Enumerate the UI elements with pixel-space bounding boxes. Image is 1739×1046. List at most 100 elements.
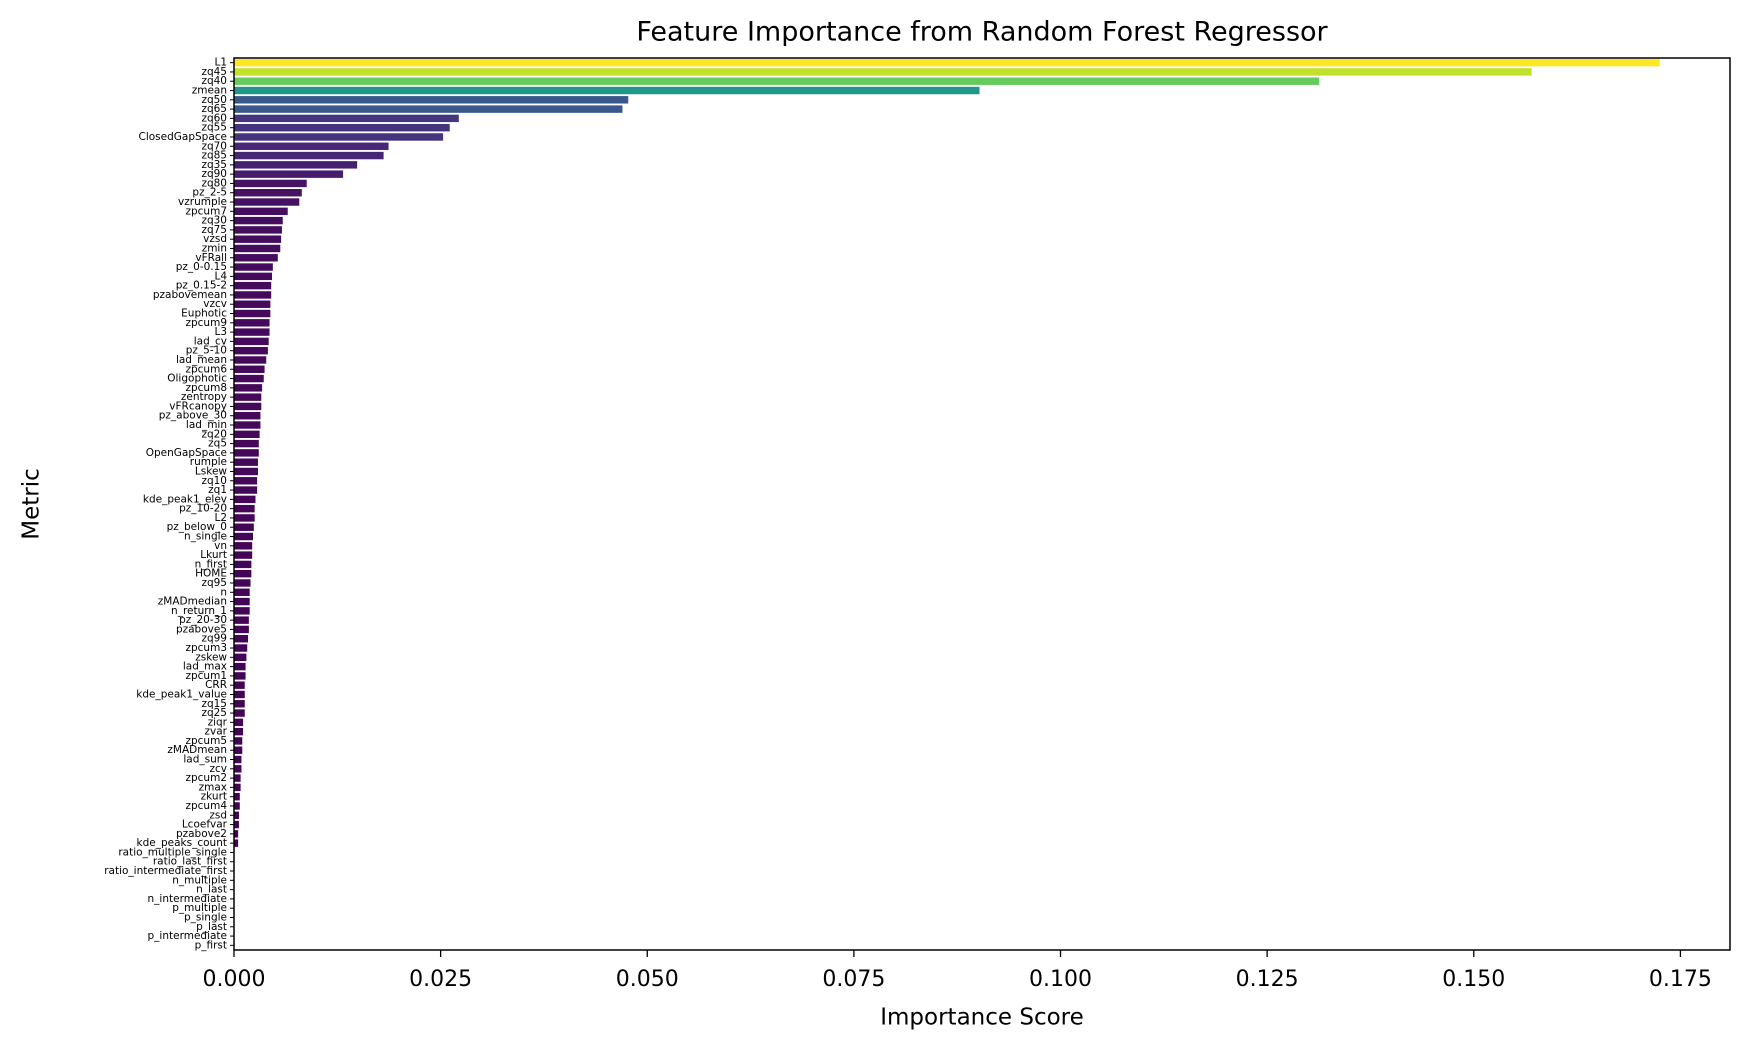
bar <box>234 300 271 308</box>
bar <box>234 551 253 559</box>
y-tick-label: zq85 <box>201 150 227 162</box>
y-tick-label: p_last <box>196 921 227 933</box>
y-tick-label: kde_peak1_elev <box>143 493 227 505</box>
y-tick-label: pz_0.15-2 <box>176 280 227 292</box>
bar <box>234 579 251 587</box>
bar <box>234 179 307 188</box>
y-tick-label: pz_20-30 <box>179 614 227 626</box>
bar <box>234 486 258 494</box>
y-tick-label: ratio_last_first <box>153 856 227 868</box>
y-tick-label: n_intermediate <box>148 893 227 905</box>
bar <box>234 421 261 429</box>
y-tick-label: zmax <box>199 781 227 793</box>
y-tick-label: n_return_1 <box>171 605 227 617</box>
y-tick-label: zpcum7 <box>185 205 227 217</box>
y-tick-label: ratio_multiple_single <box>118 846 227 858</box>
x-tick-label: 0.150 <box>1442 967 1505 992</box>
y-tick-label: Lskew <box>195 465 227 477</box>
y-tick-label: zMADmean <box>167 744 227 756</box>
bar <box>234 281 272 290</box>
y-tick-label: L1 <box>214 57 227 69</box>
bar <box>234 328 270 336</box>
bar <box>234 86 980 95</box>
y-tick-label: vn <box>214 540 227 552</box>
bar <box>234 346 268 355</box>
y-tick-label: n_multiple <box>172 874 227 886</box>
y-tick-label: p_multiple <box>172 902 227 914</box>
y-tick-label: pz_5-10 <box>186 345 227 357</box>
y-tick-label: rumple <box>190 456 227 468</box>
x-tick-label: 0.000 <box>203 967 266 992</box>
bar <box>234 700 245 708</box>
y-tick-label: zq30 <box>201 215 227 227</box>
bar <box>234 439 259 448</box>
bar <box>234 662 246 671</box>
bar <box>234 644 248 652</box>
y-tick-label: zvar <box>205 726 228 738</box>
y-tick-label: zpcum3 <box>185 642 227 654</box>
y-tick-label: lad_min <box>186 419 227 431</box>
bar <box>234 542 253 550</box>
bar <box>234 123 450 132</box>
bar <box>234 142 389 150</box>
y-tick-label: n_single <box>184 531 227 543</box>
bar <box>234 263 273 271</box>
y-tick-label: zq15 <box>201 698 227 710</box>
y-tick-label: zq45 <box>201 66 227 78</box>
bar <box>234 830 239 838</box>
bar <box>234 616 249 624</box>
y-tick-label: zpcum2 <box>185 772 227 784</box>
y-tick-label: zentropy <box>181 391 227 403</box>
plot-frame <box>233 57 1731 951</box>
y-tick-label: lad_sum <box>183 754 227 766</box>
bar <box>234 244 281 253</box>
y-tick-label: vzrumple <box>178 196 227 208</box>
bar <box>234 337 269 346</box>
y-tick-label: pzabovemean <box>153 289 227 301</box>
bar <box>234 356 267 364</box>
y-tick-label: zsd <box>209 809 227 821</box>
y-tick-label: n_last <box>196 884 227 896</box>
y-tick-label: zpcum4 <box>185 800 227 812</box>
bar <box>234 811 239 819</box>
bar <box>234 161 358 169</box>
y-tick-label: pz_0-0.15 <box>176 261 227 273</box>
bar <box>234 532 254 541</box>
y-tick-label: HOME <box>195 568 227 580</box>
y-tick-label: pz_2-5 <box>192 187 227 199</box>
x-axis-label: Importance Score <box>880 1005 1084 1031</box>
bar <box>234 690 245 699</box>
y-tick-label: n_first <box>195 558 227 570</box>
bar <box>234 458 258 466</box>
bar <box>234 226 282 234</box>
y-tick-label: zq50 <box>201 94 227 106</box>
bar <box>234 495 256 504</box>
bar <box>234 625 249 634</box>
y-tick-label: Euphotic <box>181 308 227 320</box>
y-tick-label: zpcum6 <box>185 363 227 375</box>
y-tick-label: p_single <box>184 911 227 923</box>
y-tick-label: zpcum8 <box>185 382 227 394</box>
bar <box>234 607 250 615</box>
y-tick-label: kde_peaks_count <box>137 837 227 849</box>
bar <box>234 709 245 717</box>
bar <box>234 77 1320 85</box>
bar <box>234 765 242 773</box>
y-tick-label: lad_max <box>183 661 227 673</box>
y-tick-label: zq40 <box>201 75 227 87</box>
y-tick-label: zskew <box>195 651 227 663</box>
bar <box>234 597 250 606</box>
y-tick-label: Lkurt <box>200 549 227 561</box>
y-tick-label: pz_below_0 <box>167 521 227 533</box>
y-tick-label: zq99 <box>201 633 227 645</box>
bar <box>234 504 255 513</box>
y-tick-label: ziqr <box>208 716 228 728</box>
y-tick-label: zq25 <box>201 707 227 719</box>
x-tick-label: 0.175 <box>1649 967 1712 992</box>
x-tick-label: 0.100 <box>1029 967 1092 992</box>
y-tick-label: zq35 <box>201 159 227 171</box>
bar <box>234 755 242 764</box>
bar <box>234 151 384 160</box>
y-tick-label: zkurt <box>201 791 227 803</box>
y-tick-label: kde_peak1_value <box>136 688 227 700</box>
